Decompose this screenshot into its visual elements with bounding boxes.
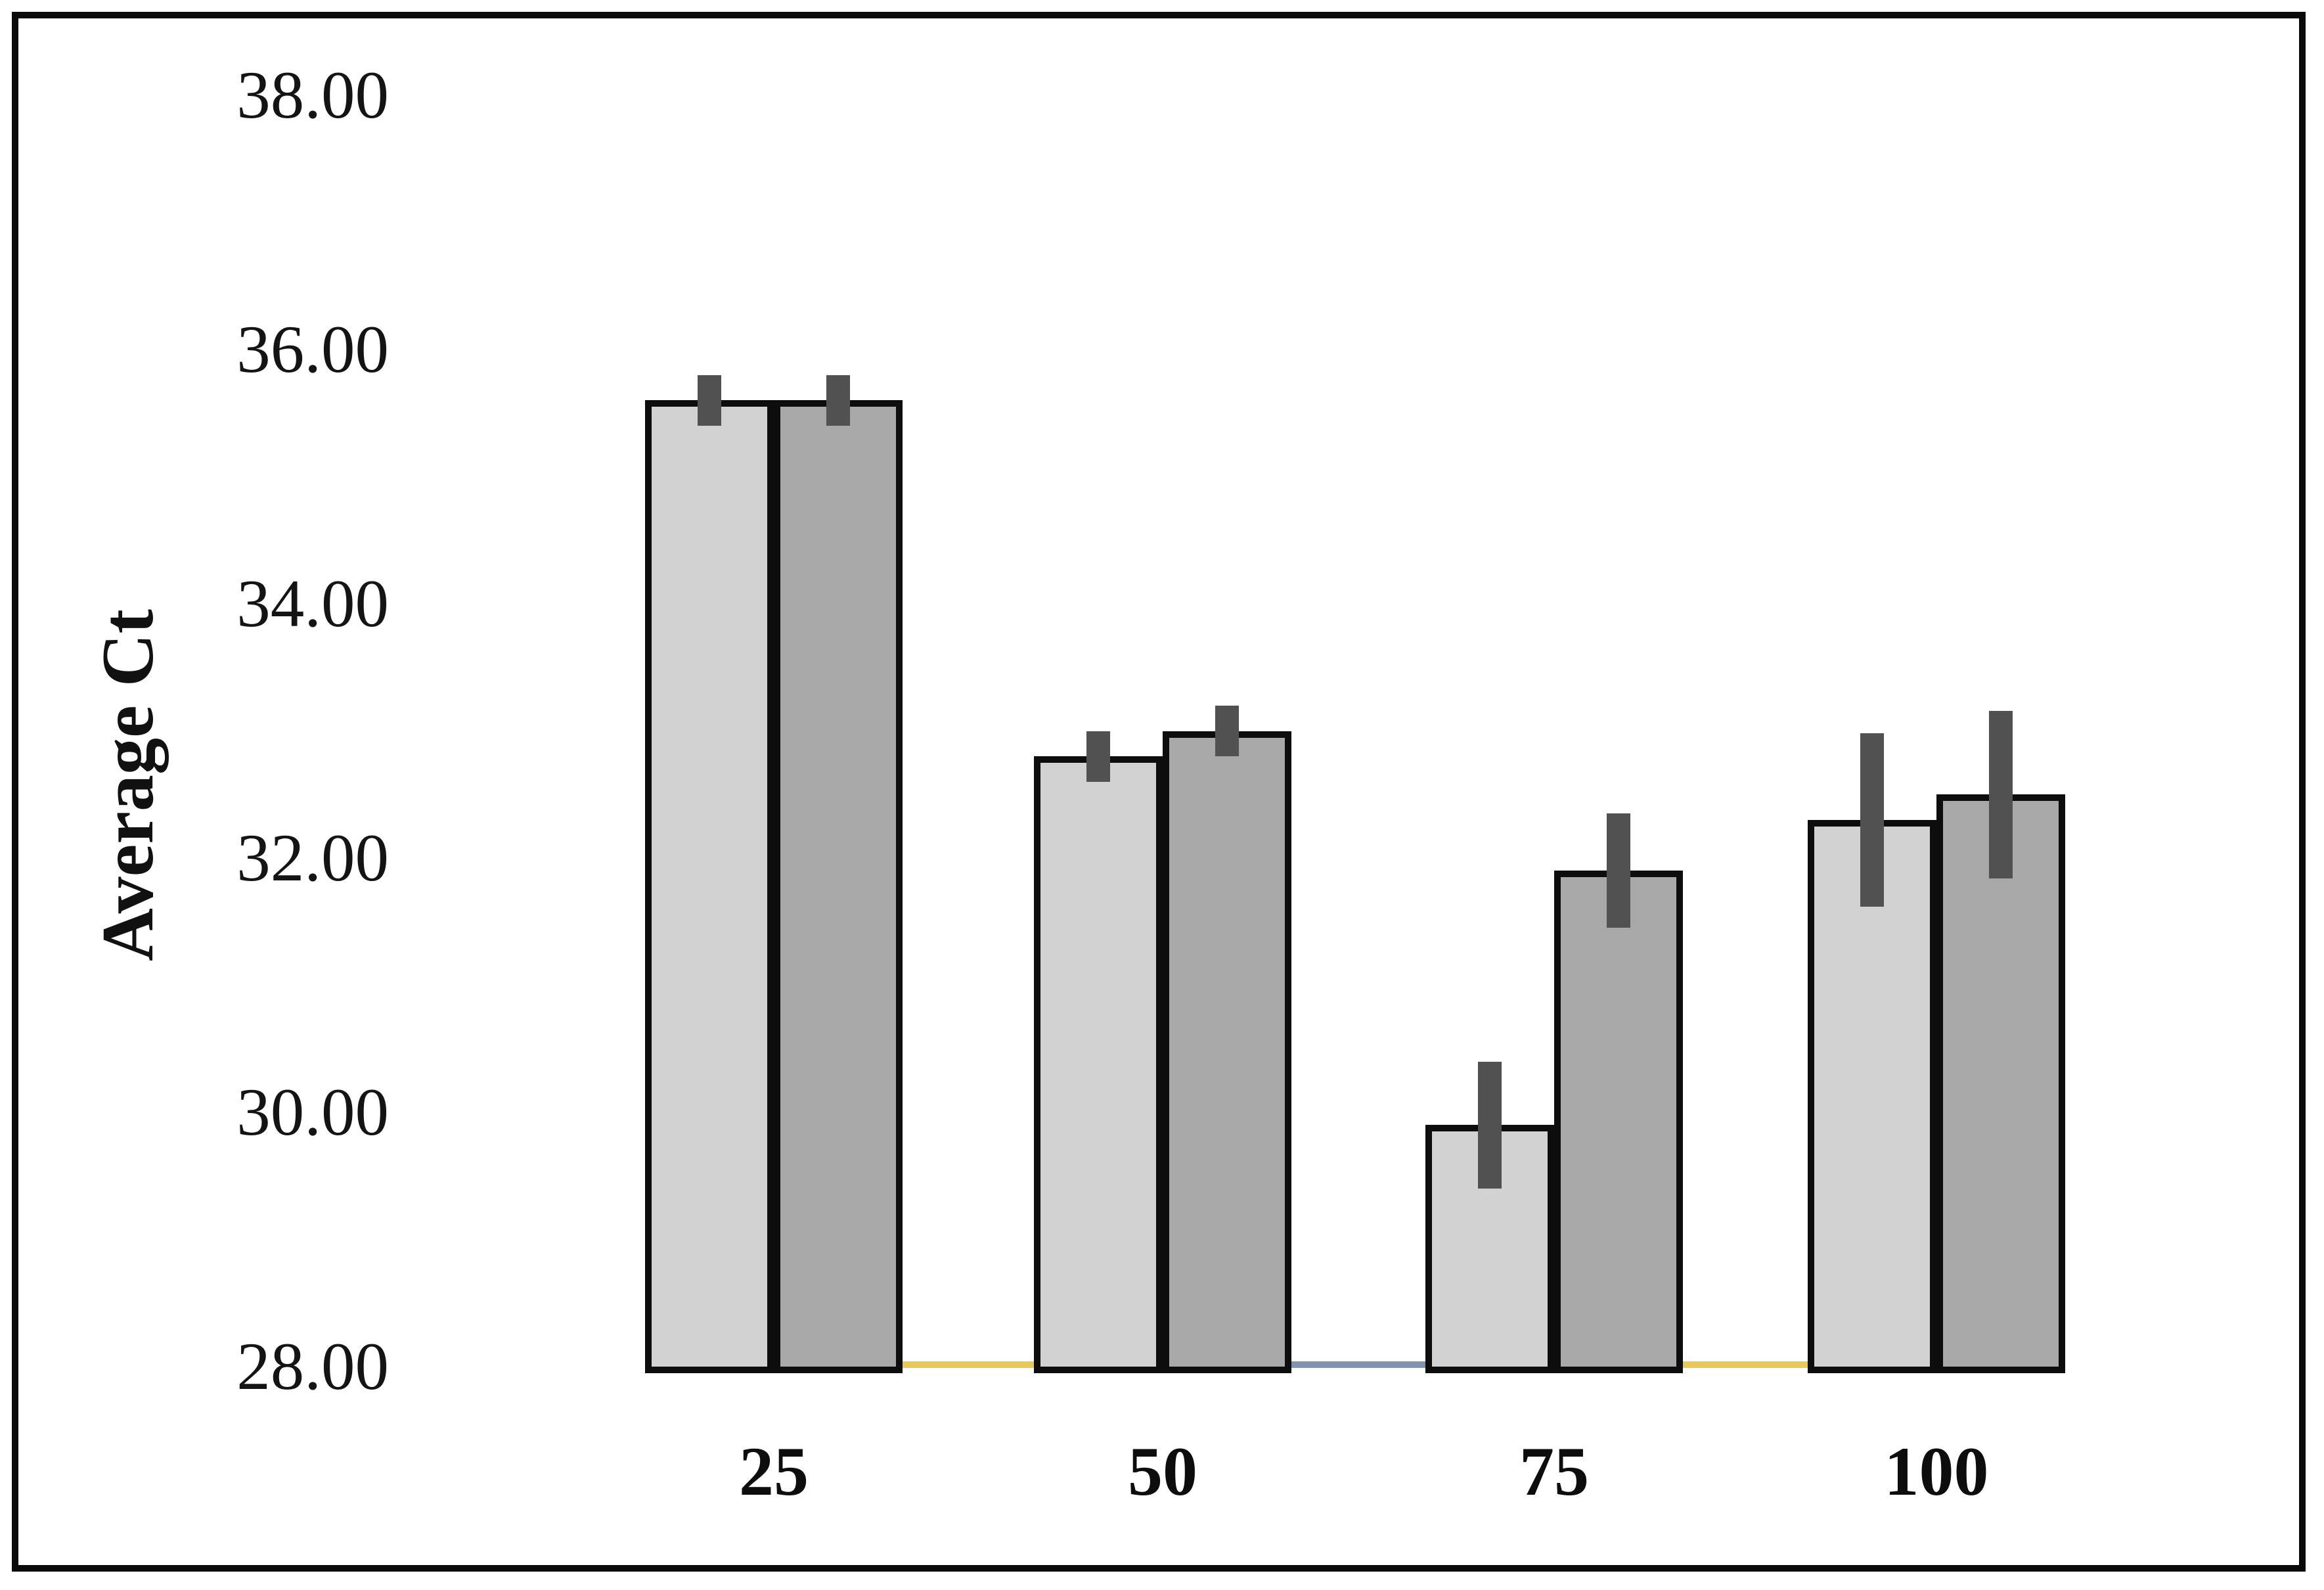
y-tick-label: 36.00 xyxy=(236,312,389,387)
bar-dark-gray-series-cat-100 xyxy=(1936,794,2065,1373)
y-tick-label: 28.00 xyxy=(236,1329,389,1404)
bar-dark-gray-series-cat-25 xyxy=(774,400,903,1373)
bar-light-gray-series-cat-100 xyxy=(1808,819,1936,1373)
x-axis-label-25: 25 xyxy=(739,1433,809,1510)
y-tick-label: 34.00 xyxy=(236,566,389,641)
error-bar-dark-gray-series-cat-75 xyxy=(1607,813,1630,928)
baseline-line-segment xyxy=(1683,1361,1808,1368)
error-bar-dark-gray-series-cat-50 xyxy=(1215,705,1239,757)
y-tick-label: 38.00 xyxy=(236,58,389,133)
bar-light-gray-series-cat-25 xyxy=(645,400,774,1373)
error-bar-dark-gray-series-cat-25 xyxy=(826,375,850,426)
error-bar-light-gray-series-cat-25 xyxy=(698,375,721,426)
figure-border xyxy=(12,12,2306,1572)
baseline-line-segment xyxy=(903,1361,1034,1368)
y-tick-label: 30.00 xyxy=(236,1075,389,1150)
error-bar-light-gray-series-cat-100 xyxy=(1860,733,1884,907)
bar-light-gray-series-cat-50 xyxy=(1034,756,1163,1373)
y-tick-label: 32.00 xyxy=(236,821,389,896)
x-axis-label-50: 50 xyxy=(1128,1433,1197,1510)
x-axis-label-75: 75 xyxy=(1519,1433,1589,1510)
bar-dark-gray-series-cat-75 xyxy=(1554,871,1683,1373)
error-bar-light-gray-series-cat-50 xyxy=(1086,731,1110,782)
baseline-line-segment xyxy=(1291,1361,1425,1368)
error-bar-light-gray-series-cat-75 xyxy=(1478,1061,1502,1189)
error-bar-dark-gray-series-cat-100 xyxy=(1989,710,2013,878)
x-axis-label-100: 100 xyxy=(1884,1433,1989,1510)
bar-dark-gray-series-cat-50 xyxy=(1163,731,1291,1373)
